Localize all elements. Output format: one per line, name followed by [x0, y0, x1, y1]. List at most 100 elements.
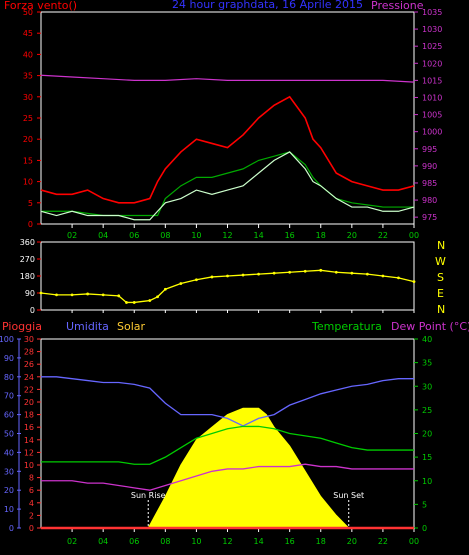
time-tick-label: 08 [160, 231, 170, 240]
pressure-tick-label: 980 [422, 196, 437, 205]
direction-tick-label: 0 [30, 306, 35, 315]
bottom-time-tick-label: 08 [160, 537, 170, 546]
direction-point [39, 291, 43, 295]
pressure-tick-label: 1030 [422, 25, 442, 34]
direction-point [117, 294, 121, 298]
wind-tick-label: 25 [23, 114, 33, 123]
humidity-tick-label: 40 [4, 448, 14, 457]
rain-tick-label: 24 [24, 373, 34, 382]
temp-tick-label: 25 [422, 406, 432, 415]
direction-tick-label: 360 [20, 238, 35, 247]
humidity-tick-label: 100 [0, 335, 14, 344]
direction-point [319, 268, 323, 272]
pressure-tick-label: 985 [422, 179, 437, 188]
dir-label-n-top: N [437, 239, 445, 252]
temperature-axis-label: Temperatura [311, 320, 382, 333]
direction-point [210, 275, 214, 279]
direction-point [156, 295, 159, 299]
pressure-tick-label: 975 [422, 213, 437, 222]
wind-direction-labels: N W S E N [435, 239, 446, 316]
humidity-tick-label: 0 [9, 524, 14, 533]
bottom-time-tick-label: 12 [222, 537, 232, 546]
direction-point [303, 269, 307, 273]
direction-point [241, 273, 245, 277]
humidity-tick-label: 30 [4, 467, 14, 476]
dir-label-w: W [435, 255, 446, 268]
direction-point [288, 270, 292, 274]
rain-tick-label: 4 [29, 499, 34, 508]
time-tick-label: 18 [316, 231, 326, 240]
sun-marker-label: Sun Rise [131, 491, 166, 500]
wind-series-line [40, 95, 415, 204]
dir-label-n-bottom: N [437, 303, 445, 316]
humidity-tick-label: 60 [4, 411, 14, 420]
wind-tick-label: 35 [23, 72, 33, 81]
pressure-tick-label: 1010 [422, 93, 442, 102]
wind-tick-label: 45 [23, 29, 33, 38]
rain-tick-label: 8 [29, 474, 34, 483]
rain-tick-label: 16 [24, 423, 34, 432]
temp-tick-label: 15 [422, 453, 432, 462]
rain-tick-label: 30 [24, 335, 34, 344]
bottom-series-line [41, 463, 414, 491]
direction-point [148, 299, 152, 302]
rain-tick-label: 14 [24, 436, 34, 445]
pressure-tick-label: 1035 [422, 8, 442, 17]
dewpoint-axis-label: Dew Point (°C) [391, 320, 469, 333]
time-tick-label: 14 [253, 231, 263, 240]
rain-tick-label: 18 [24, 411, 34, 420]
direction-point [179, 282, 183, 285]
temp-tick-label: 35 [422, 359, 432, 368]
rain-tick-label: 6 [29, 486, 34, 495]
time-tick-label: 22 [378, 231, 388, 240]
solar-axis-label: Solar [117, 320, 146, 333]
wind-tick-label: 10 [23, 178, 33, 187]
bottom-time-tick-label: 04 [98, 537, 108, 546]
rain-tick-label: 12 [24, 448, 34, 457]
direction-point [381, 274, 385, 278]
direction-point [226, 274, 229, 278]
humidity-axis-label: Umidita [66, 320, 109, 333]
direction-point [365, 272, 369, 276]
temp-tick-label: 5 [422, 500, 427, 509]
wind-axis-label: Forza vento() [4, 0, 77, 12]
humidity-tick-label: 10 [4, 505, 14, 514]
temp-tick-label: 20 [422, 430, 432, 439]
direction-point [257, 272, 260, 276]
bottom-series-line [41, 425, 414, 465]
dir-label-s: S [437, 271, 444, 284]
direction-point [412, 280, 416, 284]
wind-tick-label: 40 [23, 50, 33, 59]
chart-title: 24 hour graphdata, 16 Aprile 2015 [172, 0, 363, 11]
pressure-tick-label: 990 [422, 162, 437, 171]
time-tick-label: 12 [222, 231, 232, 240]
wind-tick-label: 0 [28, 220, 33, 229]
bottom-time-tick-label: 22 [378, 537, 388, 546]
pressure-tick-label: 995 [422, 145, 437, 154]
rain-tick-label: 10 [24, 461, 34, 470]
temp-tick-label: 40 [422, 335, 432, 344]
wind-tick-label: 50 [23, 8, 33, 17]
direction-point [55, 293, 58, 297]
rain-tick-label: 0 [29, 524, 34, 533]
bottom-time-tick-label: 16 [285, 537, 295, 546]
axes-layer: 0510152025303540455097598098599099510001… [0, 8, 442, 546]
time-tick-label: 10 [191, 231, 201, 240]
humidity-tick-label: 80 [4, 373, 14, 382]
direction-point [350, 271, 354, 275]
humidity-tick-label: 50 [4, 430, 14, 439]
time-tick-label: 00 [409, 231, 419, 240]
direction-point [125, 301, 128, 304]
time-tick-label: 20 [347, 231, 357, 240]
direction-point [163, 287, 167, 291]
pressure-tick-label: 1025 [422, 42, 442, 51]
bottom-time-tick-label: 10 [191, 537, 201, 546]
temp-tick-label: 30 [422, 382, 432, 391]
rain-tick-label: 26 [24, 360, 34, 369]
pressure-tick-label: 1020 [422, 59, 442, 68]
wind-series-line [40, 151, 415, 221]
pressure-tick-label: 1015 [422, 76, 442, 85]
direction-tick-label: 90 [25, 289, 35, 298]
pressure-axis-label: Pressione [371, 0, 424, 12]
